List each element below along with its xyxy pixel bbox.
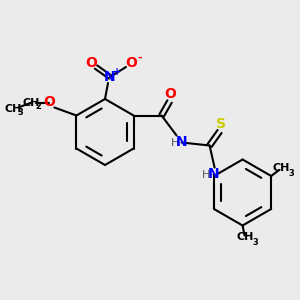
Text: N: N — [104, 70, 116, 84]
Text: CH: CH — [23, 98, 40, 107]
Text: -: - — [138, 53, 142, 63]
Text: O: O — [165, 88, 176, 101]
Text: S: S — [216, 118, 226, 131]
Text: H: H — [170, 139, 179, 148]
Text: 3: 3 — [253, 238, 259, 247]
Text: O: O — [44, 95, 56, 110]
Text: N: N — [176, 136, 188, 149]
Text: O: O — [125, 56, 137, 70]
Text: O: O — [85, 56, 97, 70]
Text: CH: CH — [272, 163, 290, 173]
Text: 3: 3 — [17, 108, 23, 117]
Text: H: H — [201, 169, 210, 179]
Text: CH: CH — [237, 232, 254, 242]
Text: 3: 3 — [288, 169, 294, 178]
Text: 2: 2 — [35, 102, 41, 111]
Text: +: + — [113, 67, 121, 77]
Text: N: N — [208, 167, 219, 182]
Text: CH: CH — [5, 103, 22, 113]
